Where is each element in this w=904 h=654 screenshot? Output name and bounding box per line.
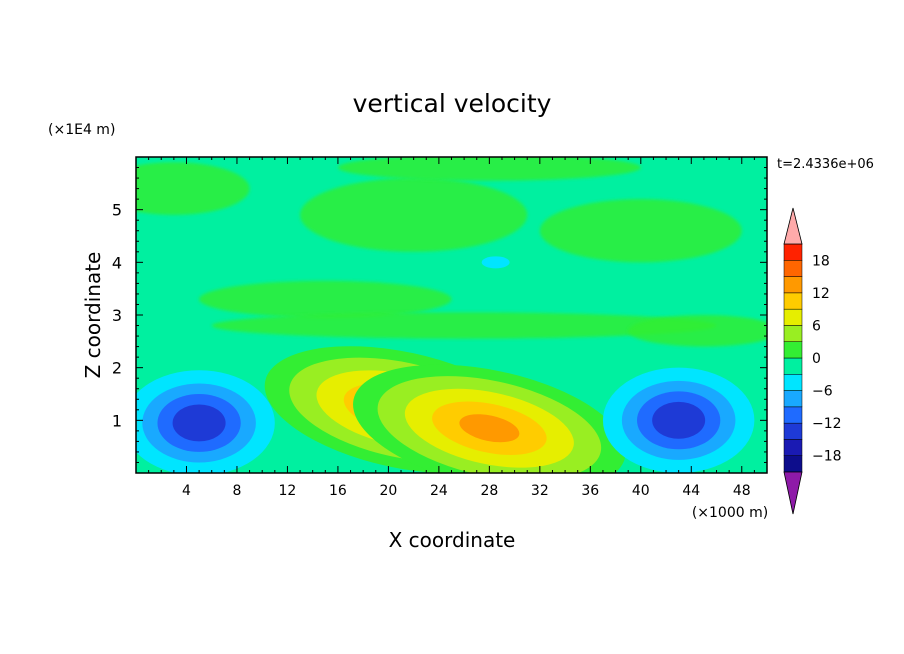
colorbar-swatch [783,406,803,424]
updraft-center-2-contour [459,414,520,443]
y-axis-label: Z coordinate [81,252,105,379]
colorbar-swatch [783,308,803,326]
x-tick-label: 12 [279,483,297,499]
x-tick-label: 48 [733,483,751,499]
x-tick-label: 40 [632,483,650,499]
x-tick-label: 4 [182,483,191,499]
field-band [337,157,641,181]
field-band [628,315,767,347]
colorbar-swatch [783,260,803,277]
y-axis: 1 2 3 4 5 [112,167,767,463]
x-tick-label: 36 [581,483,599,499]
field-band [539,199,742,263]
field-band [300,178,528,252]
colorbar-swatch [783,243,803,261]
colorbar: 18 12 6 0 −6 −12 −18 [783,207,842,515]
contour-field [136,157,767,473]
colorbar-swatch [783,325,803,342]
x-tick-label: 20 [379,483,397,499]
colorbar-swatch [783,390,803,408]
colorbar-swatch [783,439,803,456]
field-band [136,162,250,215]
colorbar-tick-label: 6 [812,318,821,334]
time-label: t=2.4336e+06 [777,157,874,172]
colorbar-swatch [783,357,803,375]
x-tick-label: 24 [430,483,448,499]
colorbar-tick-label: −12 [812,416,842,432]
x-unit-label: (×1000 m) [692,505,768,521]
downdraft-left-contour [172,404,226,442]
colorbar-swatch [783,455,803,473]
x-axis-label: X coordinate [389,528,516,552]
x-tick-label: 44 [682,483,700,499]
x-tick-label: 16 [329,483,347,499]
chart-title: vertical velocity [353,89,552,118]
y-tick-label: 4 [112,253,122,272]
field-band [199,280,452,318]
x-tick-label: 28 [480,483,498,499]
y-tick-label: 1 [112,411,122,430]
colorbar-tick-label: 18 [812,253,830,269]
colorbar-tick-label: −6 [812,384,833,400]
field-band [481,256,510,269]
colorbar-swatch [783,276,803,294]
x-tick-label: 32 [531,483,549,499]
field-band [211,312,717,339]
y-tick-label: 3 [112,306,122,325]
colorbar-under-arrow [783,471,803,515]
colorbar-over-arrow [783,207,803,245]
y-tick-label: 5 [112,201,122,220]
x-axis: 4 8 12 16 20 24 28 32 36 40 44 48 [148,157,755,499]
y-unit-label: (×1E4 m) [48,122,115,138]
downdraft-right-contour [652,401,706,439]
colorbar-swatch [783,374,803,391]
x-tick-label: 8 [232,483,241,499]
colorbar-tick-label: −18 [812,449,842,465]
y-tick-label: 2 [112,359,122,378]
colorbar-swatch [783,341,803,359]
colorbar-swatch [783,292,803,310]
colorbar-tick-label: 12 [812,286,830,302]
colorbar-swatch [783,422,803,440]
colorbar-tick-label: 0 [812,351,821,367]
